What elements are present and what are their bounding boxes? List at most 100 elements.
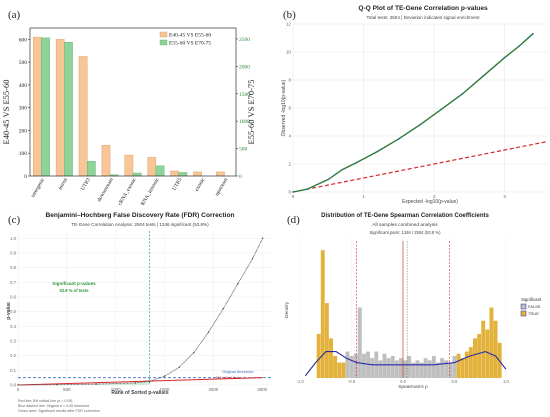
panel-a-category-label: UTR5 (172, 177, 184, 192)
panel-b-title: Q-Q Plot of TE-Gene Correlation p-values (358, 5, 488, 12)
panel-c-ytick-label: 0.9 (10, 251, 16, 256)
panel-a-legend-swatch-2 (159, 39, 168, 46)
panel-d-bar-significant (324, 303, 329, 378)
panel-b-ytick-label: 4 (288, 134, 291, 139)
panel-b-point (531, 32, 534, 35)
panel-c-point (56, 384, 58, 386)
panel-b-point (397, 137, 400, 140)
panel-a-bar-s1 (33, 36, 42, 177)
panel-a-category-label: downstream (96, 176, 115, 203)
panel-d-bar-nonsignificant (349, 355, 354, 378)
panel-d-xtick-label: 0.0 (400, 379, 406, 384)
panel-c-point (207, 331, 210, 333)
panel-c-sig-pct: 53.8 % of tests (59, 288, 89, 293)
panel-a-bar-s1 (55, 39, 65, 177)
panel-c-xtick-label: 2000 (208, 387, 218, 392)
panel-d-bar-significant (477, 333, 482, 378)
panel-d-bar-significant (460, 358, 465, 378)
panel-d-bar-nonsignificant (361, 353, 366, 378)
panel-c-ytick-label: 0.1 (10, 368, 16, 373)
panel-d-bar-significant (316, 333, 321, 378)
panel-b-point (517, 45, 520, 48)
panel-d-bar-nonsignificant (386, 358, 391, 378)
panel-c-xtick-label: 0 (17, 387, 20, 392)
panel-a-ytick-left-label: 400 (19, 83, 28, 89)
panel-a-bar-s1 (78, 56, 88, 177)
panel-b-ytick-label: 12 (286, 22, 292, 27)
panel-a-bar-s1 (124, 154, 134, 177)
panel-a-ylabel-left: E40-45 VS E55-60 (1, 79, 11, 144)
panel-d-bar-nonsignificant (366, 351, 370, 378)
panel-a-legend-label-2: E55-60 VS E70-75 (169, 41, 211, 47)
panel-a-bar-s2 (64, 42, 73, 177)
panel-b-xtick-label: 1 (362, 194, 365, 199)
panel-d-density-curve (304, 351, 507, 377)
panel-a-ytick-right-label: 0 (239, 174, 242, 180)
panel-a-ytick-right-label: 2500 (239, 37, 250, 43)
panel-b-point (327, 178, 330, 181)
panel-b-ylabel: Observed -log10(p-value) (281, 79, 287, 136)
panel-a-category-label: ncRNA_exonic (116, 176, 138, 205)
panel-a-bar-s2 (155, 165, 165, 177)
panel-d-bar-nonsignificant (452, 355, 457, 378)
panel-c-xlabel: Rank of Sorted p-values (111, 390, 168, 396)
panel-b-point (419, 123, 421, 126)
panel-b-xlabel: Expected -log10(p-value) (402, 199, 458, 205)
panel-b-ytick-label: 0 (288, 190, 291, 195)
panel-a-bar-s1 (193, 171, 202, 177)
panel-d-title: Distribution of TE-Gene Spearman Correla… (321, 213, 489, 219)
panel-d-bar-nonsignificant (415, 360, 420, 378)
panel-b-point (306, 188, 309, 191)
panel-c-xtick-label: 1500 (160, 387, 170, 392)
panel-a-ytick-left-label: 100 (19, 151, 28, 157)
panel-a-ytick-left-label: 200 (19, 128, 28, 134)
panel-c-ytick-label: 0.5 (10, 309, 16, 314)
panel-c-note-3: Green area: Significant results after FD… (18, 409, 100, 413)
panel-a-letter: (a) (8, 9, 21, 21)
panel-a-category-label: exonic (194, 176, 207, 192)
panel-d-legend-label: FALSE (528, 304, 541, 309)
panel-d-bar-nonsignificant (440, 358, 445, 378)
panel-c-xtick-label: 2500 (257, 387, 267, 392)
panel-a-bar-s2 (41, 37, 50, 177)
panel-b-subtitle: Total tests: 2504 | Deviation indicates … (366, 15, 480, 20)
panel-c-sig-title: Significant p-values (52, 281, 96, 286)
panel-a-bar-s2 (178, 172, 188, 177)
panel-b-ytick-label: 8 (288, 78, 291, 83)
panel-d-bar-nonsignificant (427, 360, 432, 378)
panel-a-bar-s1 (170, 170, 179, 177)
panel-d-bar-nonsignificant (407, 355, 412, 378)
panel-c-point (148, 380, 151, 383)
panel-b-reference-line (292, 141, 548, 193)
panel-a-bar-s1 (216, 171, 225, 177)
panel-c-letter: (c) (8, 214, 21, 226)
panel-d-bar-significant (456, 353, 461, 378)
panel-d-bar-nonsignificant (390, 355, 395, 378)
panel-d-bar-significant (489, 307, 494, 378)
panel-b-xtick-label: 2 (433, 194, 436, 199)
panel-d-bar-significant (485, 329, 490, 378)
panel-a-category-label: UTR3 (80, 177, 92, 192)
panel-b-xtick-label: 0 (292, 194, 295, 199)
panel-b-letter: (b) (283, 9, 296, 21)
panel-d-legend: Significant FALSE TRUE (520, 297, 542, 317)
panel-d-bar-significant (464, 351, 469, 378)
panel-d-bar-nonsignificant (382, 353, 387, 378)
panel-d-bar-nonsignificant (345, 351, 350, 378)
panel-d-bar-nonsignificant (357, 307, 362, 378)
panel-a-ytick-left-label: 300 (19, 106, 28, 112)
panel-b-point (376, 150, 379, 153)
panel-d-legend-title: Significant (521, 297, 542, 302)
panel-a-ytick-left-label: 0 (24, 174, 27, 180)
panel-d-xtick-label: -1.0 (297, 379, 305, 384)
panel-c-plot-area (18, 231, 272, 385)
panel-d-bar-significant (320, 250, 325, 378)
panel-c-title: Benjamini–Hochberg False Discovery Rate … (45, 212, 234, 219)
panel-d-bar-nonsignificant (423, 358, 428, 378)
panel-c-subtitle: TE-Gene Correlation Analysis: 2504 tests… (71, 222, 209, 227)
panel-b-point (292, 191, 294, 193)
panel-a-category-label: intron (57, 177, 69, 191)
panel-d-bar-nonsignificant (419, 362, 424, 378)
panel-d-xtick-label: -0.5 (348, 379, 356, 384)
panel-b-point (341, 168, 344, 171)
